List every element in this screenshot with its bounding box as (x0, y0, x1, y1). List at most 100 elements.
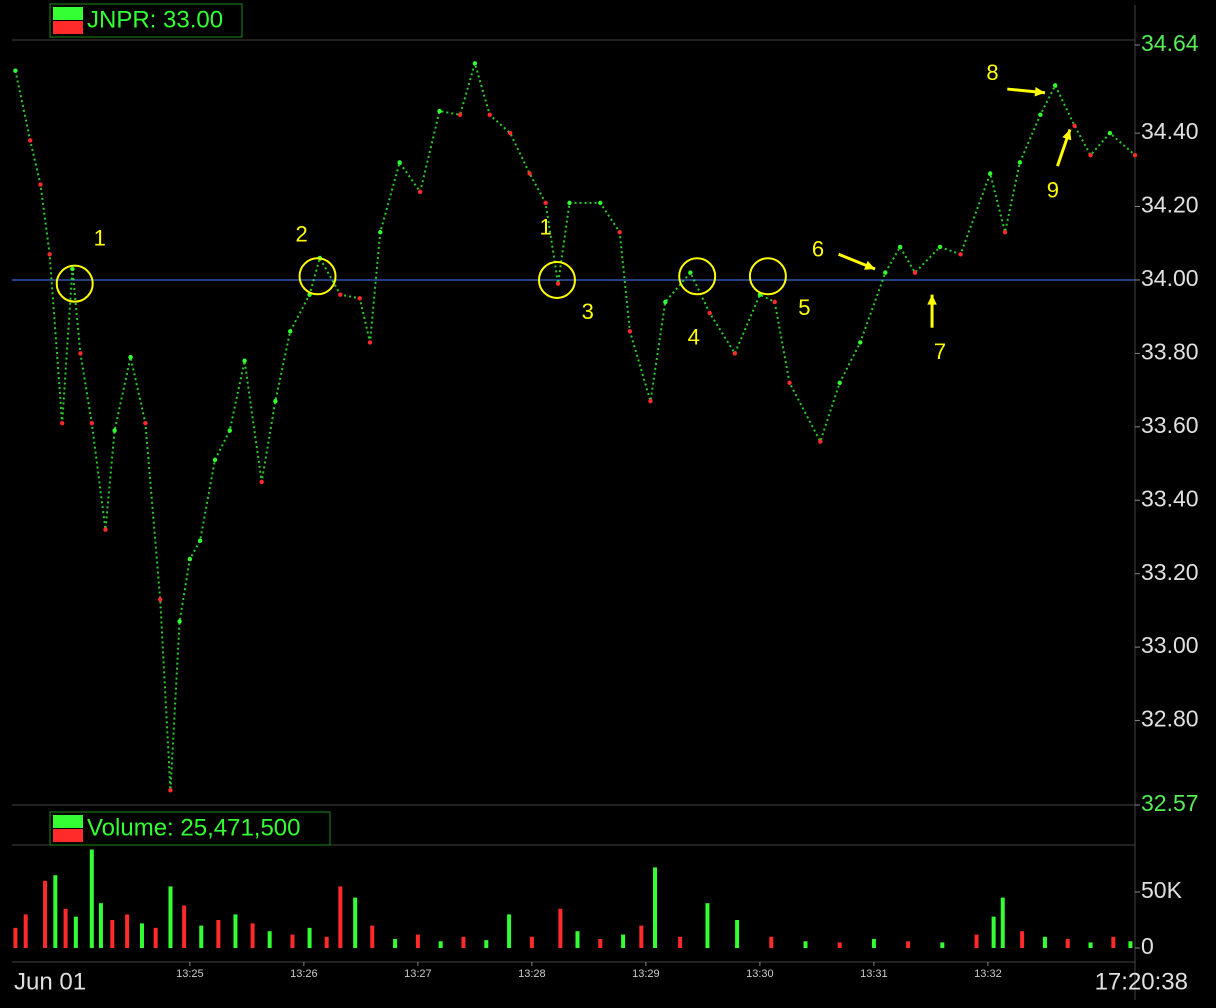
y-tick-label: 0 (1141, 933, 1154, 959)
volume-bar (73, 916, 78, 948)
highlight-circle (55, 264, 94, 303)
price-point (1017, 160, 1023, 165)
volume-bar (43, 880, 48, 948)
y-tick-label: 33.80 (1141, 338, 1199, 364)
price-point (663, 299, 668, 305)
volume-bar (1128, 941, 1133, 948)
price-point (13, 68, 18, 73)
arrow-head (864, 260, 876, 270)
volume-bar (182, 905, 187, 948)
x-tick-label: 13:28 (518, 968, 546, 980)
legend-box (49, 811, 331, 846)
price-point (1038, 112, 1043, 117)
volume-bar (906, 941, 911, 948)
volume-bar (13, 927, 18, 948)
volume-bar (735, 920, 740, 948)
highlight-circle (298, 257, 337, 296)
x-tick-label: 13:32 (974, 968, 1002, 980)
volume-bar (1000, 897, 1005, 948)
price-point (338, 292, 343, 297)
x-tick-label: 13:29 (632, 968, 660, 980)
y-tick-label: 34.40 (1141, 118, 1199, 144)
volume-bar (769, 936, 774, 948)
annotation: 1 (539, 214, 551, 239)
volume-bar (1111, 936, 1116, 948)
legend-swatch (53, 815, 83, 828)
price-point (1052, 83, 1058, 88)
chart-title: JNPR: 33.00 (87, 6, 223, 33)
x-tick-label: 13:25 (176, 968, 204, 980)
volume-bar (803, 941, 808, 948)
volume-bar (974, 934, 979, 948)
y-tick-label: 50K (1141, 877, 1183, 903)
legend-swatch (53, 21, 83, 34)
volume-bar (1065, 939, 1070, 948)
price-point (197, 538, 203, 543)
annotation: 1 (94, 225, 106, 250)
price-point (732, 351, 738, 356)
volume-bar (89, 849, 94, 948)
chart-title: Volume: 25,471,500 (87, 814, 301, 841)
volume-bar (23, 914, 28, 948)
price-point (567, 200, 572, 206)
price-point (883, 270, 888, 275)
volume-bar (267, 931, 272, 948)
volume-bar (250, 923, 255, 948)
price-point (70, 266, 75, 272)
price-point (89, 420, 95, 426)
volume-bar (507, 914, 512, 948)
volume-bar (1088, 942, 1093, 948)
price-point (543, 200, 548, 206)
time-label: 17:20:38 (1095, 968, 1188, 995)
volume-bar (871, 939, 876, 948)
y-tick-label: 34.64 (1141, 30, 1199, 56)
volume-bar (1020, 931, 1025, 948)
volume-bar (678, 936, 683, 948)
annotation: 9 (1047, 178, 1059, 203)
price-point (177, 619, 182, 624)
volume-bar (139, 923, 144, 948)
volume-bar (621, 934, 626, 948)
price-point (527, 171, 532, 176)
annotation: 5 (798, 295, 810, 320)
price-point (1088, 152, 1093, 158)
volume-bar (598, 939, 603, 948)
volume-bar (461, 936, 466, 948)
volume-bar (168, 886, 173, 948)
volume-bar (653, 867, 658, 948)
volume-bar (216, 920, 221, 948)
price-point (287, 329, 293, 334)
x-tick-label: 13:27 (404, 968, 432, 980)
arrow-head (927, 294, 937, 305)
arrow-head (1034, 87, 1045, 97)
price-point (259, 479, 264, 485)
price-point (555, 281, 561, 286)
y-tick-label: 34.00 (1141, 265, 1199, 291)
annotation: 8 (986, 60, 998, 85)
price-point (367, 340, 373, 345)
price-point (472, 61, 478, 66)
x-tick-label: 13:26 (290, 968, 318, 980)
volume-bar (639, 925, 644, 948)
volume-bar (940, 942, 945, 948)
highlight-circle (748, 257, 787, 296)
highlight-circle (537, 260, 576, 299)
price-line (14, 59, 1136, 791)
price-point (508, 130, 513, 136)
volume-bar (575, 931, 580, 948)
price-point (378, 230, 383, 235)
price-point (598, 200, 603, 206)
price-point (818, 439, 823, 444)
volume-bar (153, 927, 158, 948)
price-point (158, 597, 163, 602)
y-tick-label: 32.80 (1141, 706, 1199, 732)
price-point (988, 171, 993, 176)
volume-bar (63, 908, 68, 948)
price-point (1002, 230, 1008, 235)
volume-bar (991, 916, 996, 948)
price-point (858, 340, 863, 345)
legend-swatch (53, 829, 83, 842)
price-point (78, 351, 83, 356)
volume-bar (1042, 936, 1047, 948)
